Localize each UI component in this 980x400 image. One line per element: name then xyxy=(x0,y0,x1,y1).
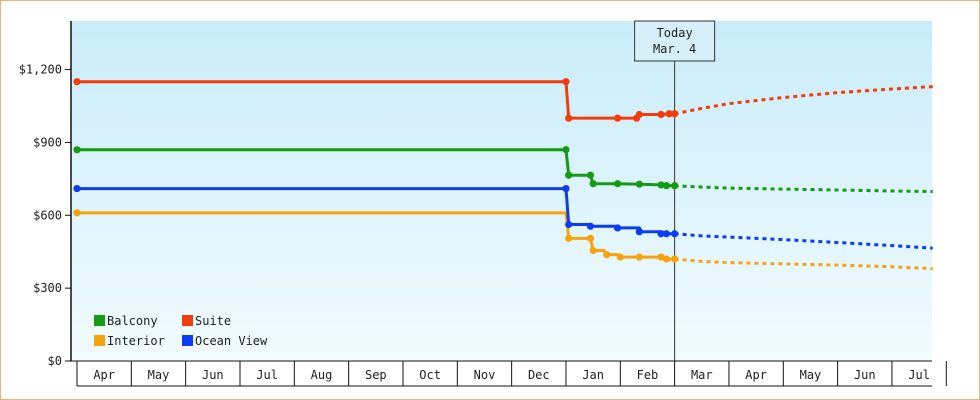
data-point-interior xyxy=(603,251,611,259)
legend-swatch-balcony xyxy=(94,315,105,326)
data-point-interior xyxy=(73,209,81,217)
plot-background xyxy=(71,21,932,361)
legend-label-ocean-view: Ocean View xyxy=(195,334,268,348)
month-label: Jun xyxy=(854,368,876,382)
data-point-interior xyxy=(616,253,624,261)
month-label: Sep xyxy=(365,368,387,382)
data-point-ocean-view xyxy=(657,230,665,238)
month-label: May xyxy=(800,368,822,382)
data-point-balcony xyxy=(73,146,81,154)
data-point-balcony xyxy=(657,181,665,189)
month-label: Oct xyxy=(419,368,441,382)
data-point-interior xyxy=(586,234,595,242)
today-date: Mar. 4 xyxy=(653,42,696,56)
data-point-balcony xyxy=(589,180,597,188)
data-point-interior xyxy=(565,234,573,242)
data-point-suite xyxy=(665,110,673,118)
month-label: Aug xyxy=(311,368,333,382)
data-point-ocean-view xyxy=(73,184,81,193)
month-label: Jul xyxy=(908,368,930,382)
data-point-balcony xyxy=(565,171,573,179)
month-label: Feb xyxy=(637,368,659,382)
series-forecast-interior xyxy=(674,257,933,271)
month-label: Jun xyxy=(202,368,224,382)
data-point-ocean-view xyxy=(635,228,643,236)
data-point-interior xyxy=(589,246,597,255)
legend-swatch-interior xyxy=(94,335,105,346)
data-point-ocean-view xyxy=(671,230,679,238)
today-box xyxy=(634,20,716,62)
month-label: Mar xyxy=(691,368,713,382)
data-point-balcony xyxy=(562,146,570,154)
data-point-ocean-view xyxy=(565,220,573,229)
data-point-suite xyxy=(671,110,679,118)
data-point-interior xyxy=(671,255,679,263)
y-tick-label: $0 xyxy=(48,354,62,368)
y-tick-label: $600 xyxy=(33,208,62,222)
data-point-ocean-view xyxy=(562,184,570,193)
month-label: Jul xyxy=(256,368,278,382)
data-point-balcony xyxy=(671,182,679,190)
data-point-suite xyxy=(562,78,570,86)
month-label: Nov xyxy=(474,368,496,382)
month-label: Jan xyxy=(582,368,604,382)
data-point-balcony xyxy=(635,180,643,188)
legend-label-balcony: Balcony xyxy=(107,314,158,328)
series-forecast-balcony xyxy=(674,184,933,193)
data-point-suite xyxy=(565,114,573,122)
legend-label-suite: Suite xyxy=(195,314,231,328)
y-tick-label: $300 xyxy=(33,281,62,295)
legend-swatch-ocean-view xyxy=(182,335,193,346)
data-point-interior xyxy=(657,253,665,261)
legend-swatch-suite xyxy=(182,315,193,326)
data-point-interior xyxy=(635,253,643,261)
data-point-suite xyxy=(613,114,622,122)
data-point-ocean-view xyxy=(662,230,671,238)
series-forecast-ocean-view xyxy=(674,232,933,250)
data-point-suite xyxy=(73,78,81,86)
month-label: May xyxy=(148,368,170,382)
data-point-balcony xyxy=(586,171,595,179)
series-forecast-suite xyxy=(674,85,933,116)
today-label: Today xyxy=(657,26,693,40)
y-tick-label: $1,200 xyxy=(19,63,62,77)
data-point-interior xyxy=(662,255,671,263)
data-point-balcony xyxy=(662,182,671,190)
data-point-balcony xyxy=(613,180,622,188)
month-label: Dec xyxy=(528,368,550,382)
month-label: Apr xyxy=(745,368,767,382)
data-point-suite xyxy=(657,110,665,119)
data-point-suite xyxy=(635,110,643,119)
data-point-ocean-view xyxy=(586,222,595,230)
data-point-ocean-view xyxy=(613,224,622,232)
month-label: Apr xyxy=(93,368,115,382)
legend-label-interior: Interior xyxy=(107,334,165,348)
y-tick-label: $900 xyxy=(33,135,62,149)
